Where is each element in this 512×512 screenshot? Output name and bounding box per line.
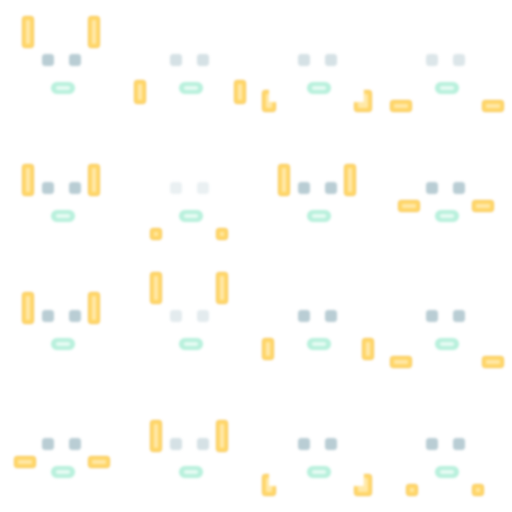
left-eye <box>42 438 54 450</box>
left-hand <box>14 456 36 468</box>
left-hand <box>150 420 162 452</box>
right-hand <box>88 16 100 48</box>
left-eye <box>298 310 310 322</box>
left-hand <box>262 474 276 496</box>
pose-cell <box>0 256 128 384</box>
mouth <box>51 466 75 478</box>
pose-cell <box>384 384 512 512</box>
pose-cell <box>0 128 128 256</box>
mouth <box>179 210 203 222</box>
left-eye <box>42 54 54 66</box>
mouth <box>51 338 75 350</box>
right-eye <box>69 54 81 66</box>
pose-cell <box>384 0 512 128</box>
pose-cell <box>256 256 384 384</box>
pose-cell <box>384 256 512 384</box>
right-hand <box>216 228 228 240</box>
pose-cell <box>0 384 128 512</box>
pose-cell <box>256 128 384 256</box>
mouth <box>435 210 459 222</box>
mouth <box>307 82 331 94</box>
left-eye <box>170 182 182 194</box>
pose-cell <box>256 0 384 128</box>
mouth <box>435 82 459 94</box>
mouth <box>51 82 75 94</box>
right-hand <box>216 420 228 452</box>
right-hand <box>482 100 504 112</box>
left-eye <box>426 310 438 322</box>
mouth <box>435 338 459 350</box>
right-eye <box>325 438 337 450</box>
right-eye <box>69 438 81 450</box>
left-hand <box>22 292 34 324</box>
pose-cell <box>128 256 256 384</box>
left-hand <box>390 356 412 368</box>
left-hand <box>262 338 274 360</box>
mouth <box>51 210 75 222</box>
right-hand <box>234 80 246 104</box>
left-eye <box>42 182 54 194</box>
left-eye <box>170 54 182 66</box>
right-eye <box>453 438 465 450</box>
right-eye <box>453 310 465 322</box>
right-hand <box>354 474 372 496</box>
mouth <box>179 466 203 478</box>
mouth <box>435 466 459 478</box>
right-hand <box>362 338 374 360</box>
right-eye <box>453 54 465 66</box>
left-hand <box>406 484 418 496</box>
left-hand <box>22 164 34 196</box>
right-hand <box>216 272 228 304</box>
right-hand <box>344 164 356 196</box>
right-eye <box>197 310 209 322</box>
left-eye <box>170 310 182 322</box>
pose-cell <box>256 384 384 512</box>
right-eye <box>69 182 81 194</box>
left-hand <box>150 272 162 304</box>
right-eye <box>453 182 465 194</box>
left-hand <box>278 164 290 196</box>
left-hand <box>150 228 162 240</box>
right-hand <box>354 90 372 112</box>
left-eye <box>426 54 438 66</box>
right-eye <box>197 438 209 450</box>
left-eye <box>298 54 310 66</box>
left-hand <box>22 16 34 48</box>
left-hand <box>390 100 412 112</box>
left-eye <box>298 438 310 450</box>
left-hand <box>398 200 420 212</box>
mouth <box>179 82 203 94</box>
left-eye <box>170 438 182 450</box>
right-eye <box>325 54 337 66</box>
right-eye <box>325 310 337 322</box>
pose-cell <box>0 0 128 128</box>
right-hand <box>88 164 100 196</box>
left-hand <box>262 90 276 112</box>
pose-cell <box>128 128 256 256</box>
mouth <box>307 210 331 222</box>
right-eye <box>197 182 209 194</box>
right-hand <box>472 484 484 496</box>
left-eye <box>42 310 54 322</box>
right-eye <box>325 182 337 194</box>
right-hand <box>472 200 494 212</box>
right-hand <box>482 356 504 368</box>
left-eye <box>298 182 310 194</box>
mouth <box>307 466 331 478</box>
pose-cell <box>128 384 256 512</box>
mouth <box>179 338 203 350</box>
left-hand <box>134 80 146 104</box>
left-eye <box>426 438 438 450</box>
pose-cell <box>384 128 512 256</box>
right-hand <box>88 292 100 324</box>
pose-cell <box>128 0 256 128</box>
right-eye <box>197 54 209 66</box>
right-hand <box>88 456 110 468</box>
mouth <box>307 338 331 350</box>
right-eye <box>69 310 81 322</box>
left-eye <box>426 182 438 194</box>
